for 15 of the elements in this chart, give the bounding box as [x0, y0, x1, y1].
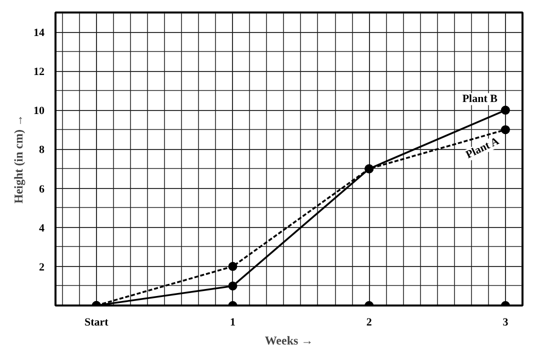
x-axis-title: Weeks →: [264, 334, 314, 348]
y-tick-label: 6: [39, 183, 45, 196]
y-tick-label: 14: [34, 27, 45, 40]
x-tick-label: Start: [84, 316, 109, 328]
x-tick-label: 2: [366, 316, 372, 328]
y-tick-label: 2: [39, 261, 45, 274]
y-axis-title: Height (in cm) →: [12, 114, 26, 204]
text: Plant A: [464, 135, 501, 162]
y-tick-label: 8: [39, 144, 45, 156]
x-tick-label: 1: [230, 316, 236, 328]
x-tick-label: 3: [502, 316, 509, 328]
y-tick-label: 12: [34, 66, 45, 78]
series-label: Plant B: [462, 93, 498, 106]
y-tick-label: 4: [39, 222, 45, 234]
y-tick-label: 10: [34, 105, 45, 118]
